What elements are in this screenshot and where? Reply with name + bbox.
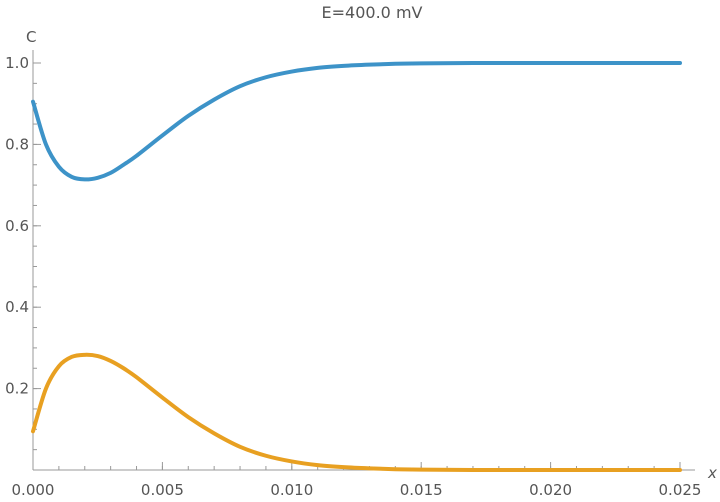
chart-title: E=400.0 mV [322,3,423,22]
y-tick-label: 0.6 [5,217,29,235]
x-tick-label: 0.015 [400,481,443,499]
y-axis-label: C [26,28,36,46]
x-tick-label: 0.005 [141,481,184,499]
x-tick-label: 0.010 [270,481,313,499]
y-tick-label: 0.2 [5,380,29,398]
y-tick-label: 0.8 [5,135,29,153]
x-tick-label: 0.025 [659,481,702,499]
series-1-line [31,60,682,182]
x-tick-label: 0.000 [12,481,55,499]
x-tick-label: 0.020 [529,481,572,499]
y-tick-label: 0.4 [5,298,29,316]
x-axis-label: x [707,464,717,482]
ticks-layer: 0.000 0.005 0.010 0.015 0.020 0.025 0.2 0.4 0.6 0… [5,54,701,499]
series-layer [31,60,682,473]
series-2-line [31,352,682,473]
y-tick-label: 1.0 [5,54,29,72]
